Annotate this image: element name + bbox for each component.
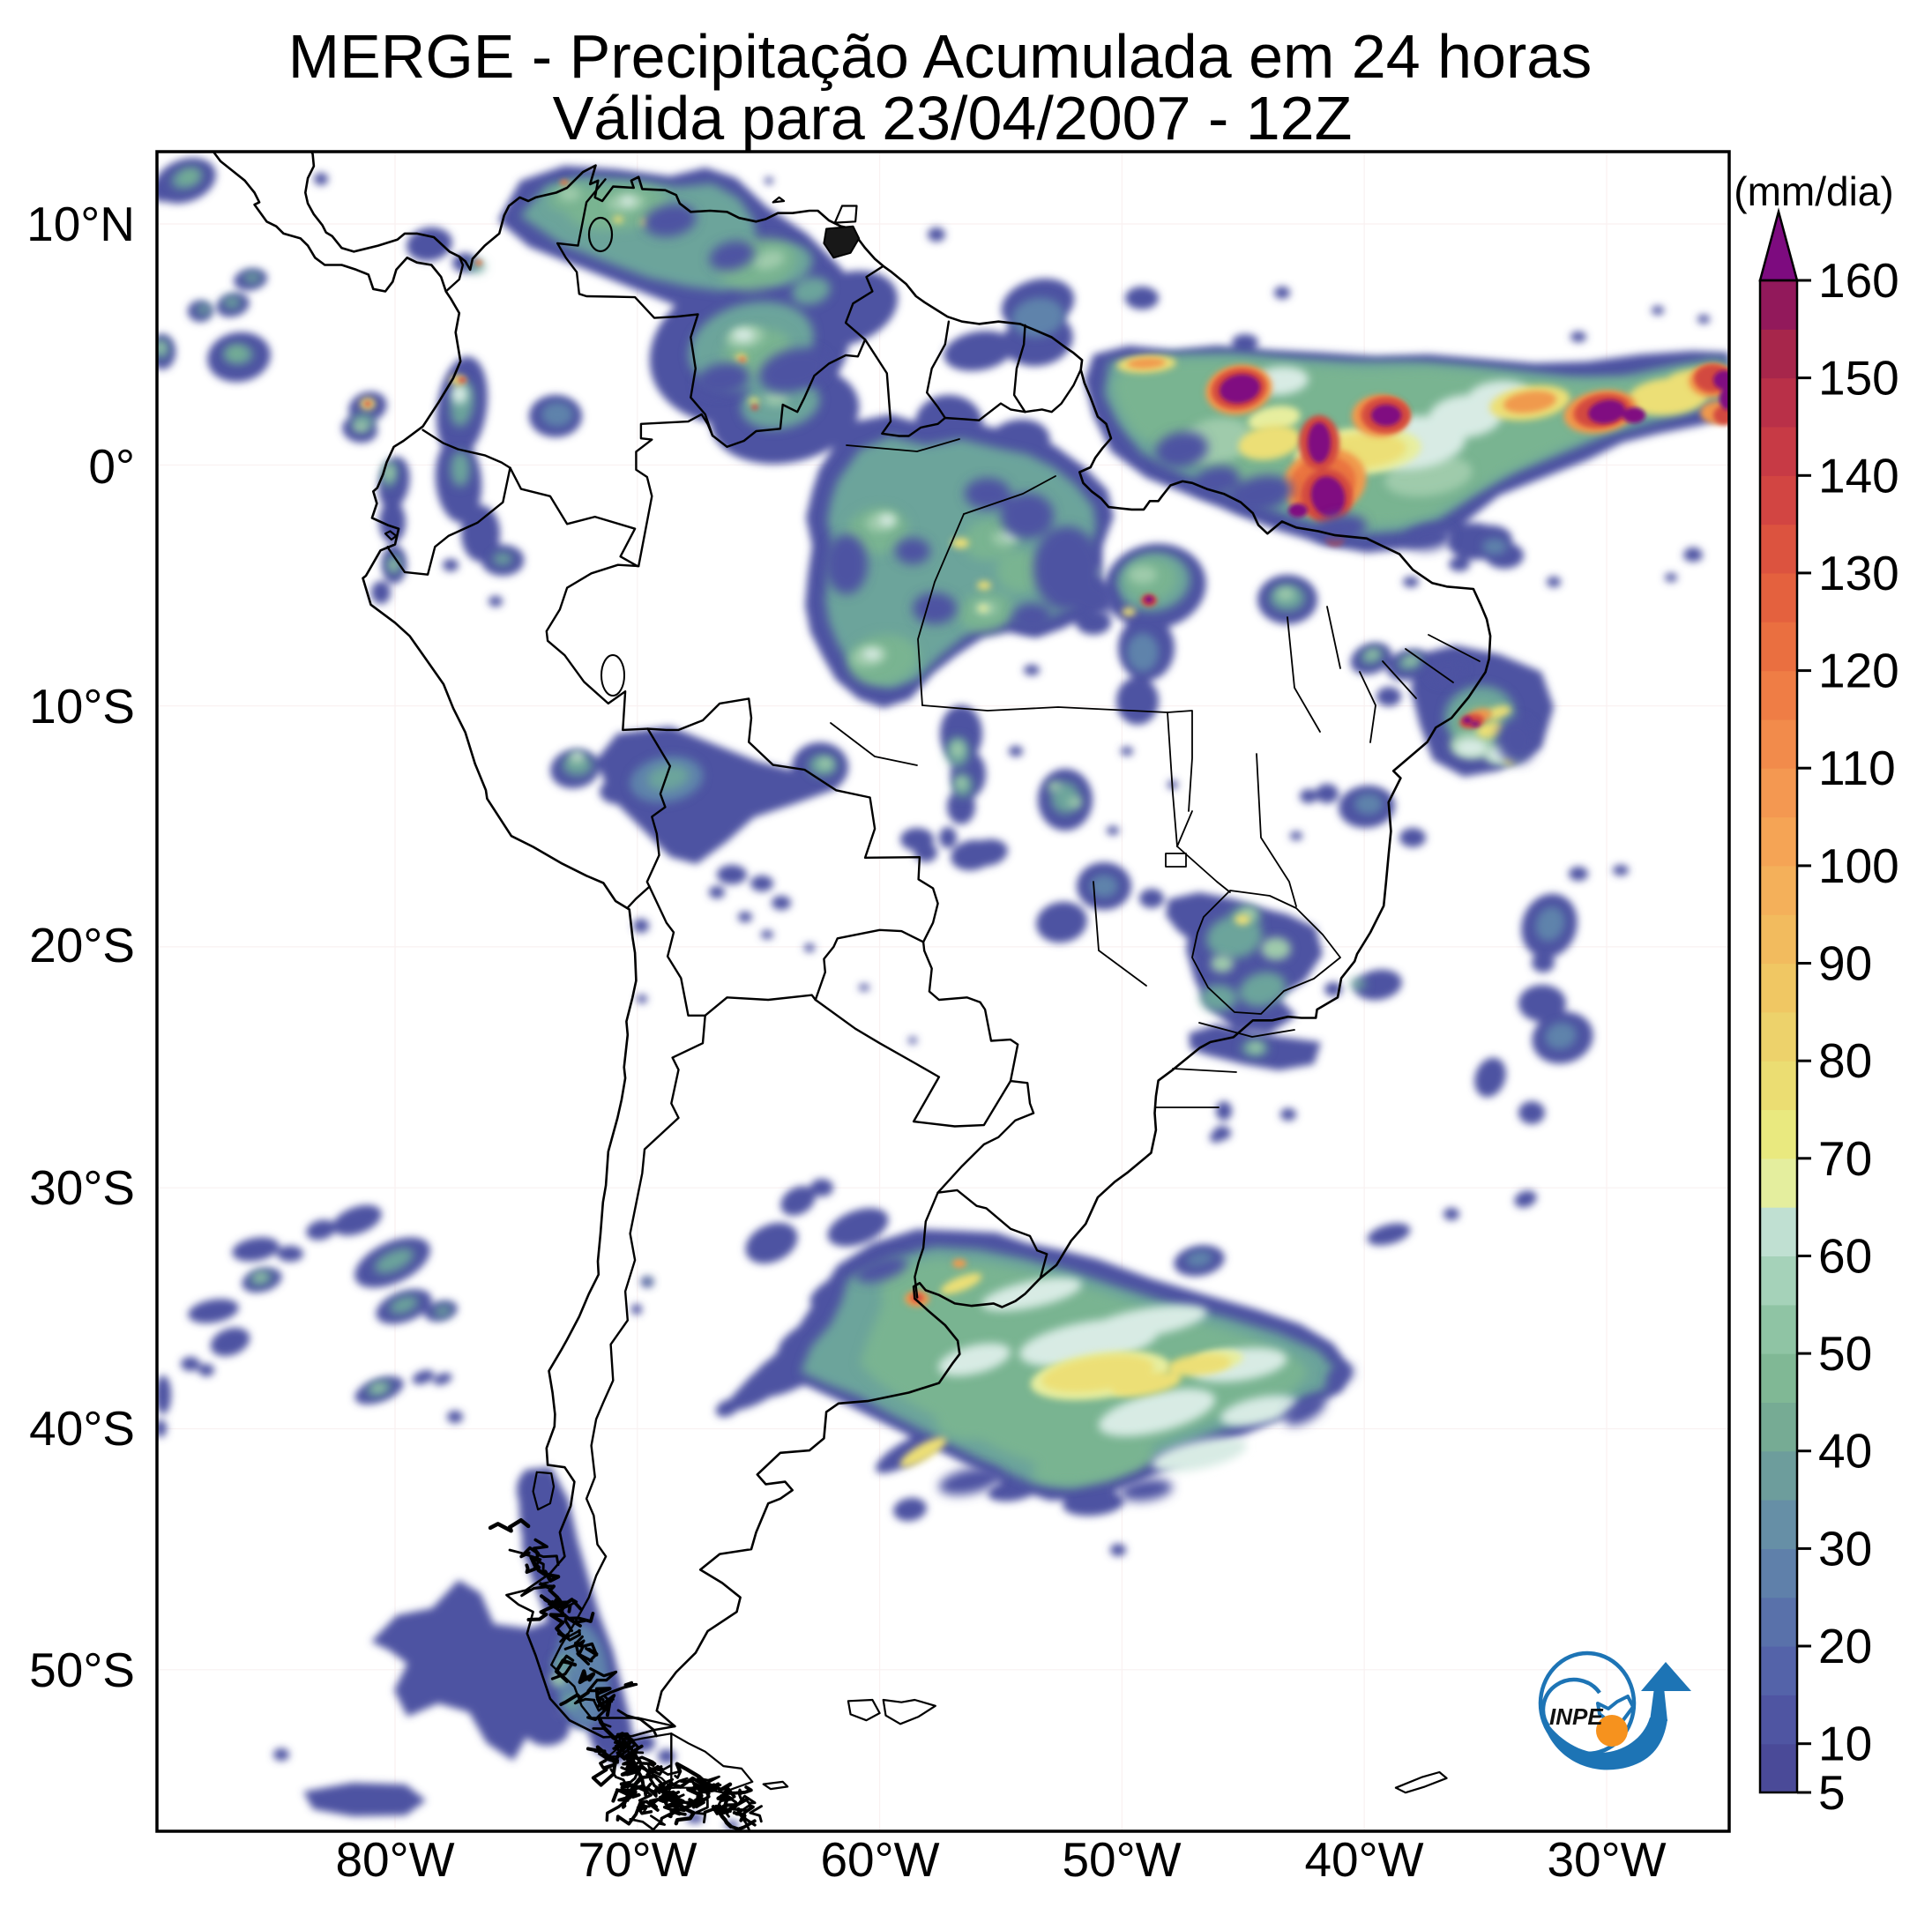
svg-text:MERGE - Precipitação Acumulada: MERGE - Precipitação Acumulada em 24 hor…: [288, 22, 1592, 91]
svg-text:(mm/dia): (mm/dia): [1734, 168, 1893, 214]
svg-text:150: 150: [1818, 351, 1899, 406]
svg-text:10°N: 10°N: [26, 197, 135, 251]
svg-text:90: 90: [1818, 936, 1872, 991]
svg-text:160: 160: [1818, 253, 1899, 308]
svg-text:60: 60: [1818, 1229, 1872, 1284]
svg-text:70: 70: [1818, 1131, 1872, 1186]
svg-text:80: 80: [1818, 1033, 1872, 1088]
svg-text:10°S: 10°S: [29, 679, 135, 734]
svg-text:60°W: 60°W: [820, 1832, 939, 1887]
svg-text:30°S: 30°S: [29, 1160, 135, 1215]
svg-text:50: 50: [1818, 1326, 1872, 1381]
svg-text:110: 110: [1818, 741, 1896, 795]
svg-text:40°S: 40°S: [29, 1401, 135, 1456]
svg-text:Válida para 23/04/2007 - 12Z: Válida para 23/04/2007 - 12Z: [553, 84, 1353, 153]
svg-text:70°W: 70°W: [578, 1832, 697, 1887]
svg-text:40: 40: [1818, 1424, 1872, 1479]
svg-text:130: 130: [1818, 546, 1899, 600]
svg-text:120: 120: [1818, 644, 1899, 698]
svg-text:30°W: 30°W: [1547, 1832, 1666, 1887]
svg-text:100: 100: [1818, 838, 1899, 893]
svg-text:50°W: 50°W: [1062, 1832, 1181, 1887]
svg-text:20: 20: [1818, 1619, 1872, 1673]
svg-text:10: 10: [1818, 1717, 1872, 1771]
svg-text:80°W: 80°W: [335, 1832, 454, 1887]
svg-text:0°: 0°: [88, 439, 135, 494]
svg-text:5: 5: [1818, 1765, 1846, 1820]
svg-text:INPE: INPE: [1549, 1703, 1603, 1730]
svg-text:40°W: 40°W: [1304, 1832, 1423, 1887]
svg-text:140: 140: [1818, 448, 1899, 503]
svg-text:30: 30: [1818, 1521, 1872, 1576]
svg-text:20°S: 20°S: [29, 918, 135, 972]
svg-text:50°S: 50°S: [29, 1643, 135, 1697]
